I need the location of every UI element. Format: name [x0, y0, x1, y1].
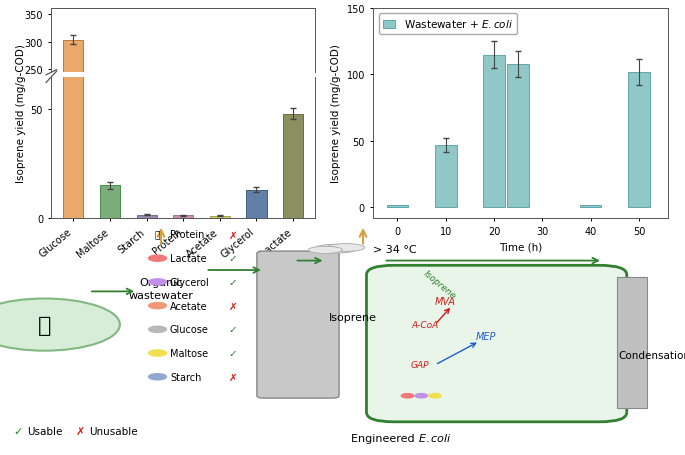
Y-axis label: Isoprene yield (mg/g-COD): Isoprene yield (mg/g-COD): [331, 45, 341, 183]
Text: Isoprene: Isoprene: [329, 313, 377, 323]
Text: Usable: Usable: [27, 426, 63, 436]
Circle shape: [429, 394, 441, 398]
Text: MVA: MVA: [435, 296, 456, 306]
Text: GAP: GAP: [411, 361, 429, 369]
Bar: [136, 215, 157, 218]
Bar: [508, 65, 529, 208]
Bar: [64, 41, 84, 209]
Bar: [210, 216, 230, 218]
Text: ✗: ✗: [229, 230, 237, 240]
Ellipse shape: [308, 247, 342, 254]
Bar: [247, 202, 266, 209]
Circle shape: [149, 350, 166, 356]
Legend: Wastewater + $\it{E. coli}$: Wastewater + $\it{E. coli}$: [379, 14, 516, 35]
Text: ✗: ✗: [229, 301, 237, 311]
Bar: [283, 115, 303, 218]
Text: > 34 °C: > 34 °C: [373, 244, 417, 254]
Circle shape: [149, 374, 166, 380]
Bar: [435, 146, 457, 208]
Text: ✓: ✓: [229, 277, 237, 287]
Circle shape: [0, 299, 120, 351]
Text: Glucose: Glucose: [170, 324, 209, 334]
Circle shape: [149, 303, 166, 309]
Bar: [483, 56, 505, 208]
Text: Maltose: Maltose: [170, 348, 208, 358]
Text: MEP: MEP: [476, 332, 497, 342]
Bar: [100, 201, 120, 209]
Text: Isoprene yield (mg/g-COD): Isoprene yield (mg/g-COD): [16, 45, 25, 183]
Circle shape: [149, 256, 166, 262]
Circle shape: [149, 327, 166, 333]
Bar: [64, 0, 84, 218]
Text: Engineered: Engineered: [351, 433, 418, 443]
Bar: [100, 186, 120, 218]
Bar: [628, 73, 650, 208]
Text: 🏭: 🏭: [38, 315, 51, 335]
Circle shape: [415, 394, 427, 398]
Bar: [283, 183, 303, 209]
Text: ✓: ✓: [14, 426, 23, 436]
Circle shape: [149, 279, 166, 285]
X-axis label: Time (h): Time (h): [499, 242, 543, 252]
Text: ✓: ✓: [229, 348, 237, 358]
Text: Condensation: Condensation: [618, 351, 685, 361]
Text: Starch: Starch: [170, 372, 201, 382]
Bar: [580, 206, 601, 208]
Bar: [136, 208, 157, 209]
Ellipse shape: [327, 244, 364, 252]
Text: 🌿: 🌿: [155, 231, 160, 239]
Bar: [247, 190, 266, 218]
Ellipse shape: [314, 245, 357, 253]
FancyBboxPatch shape: [366, 266, 627, 422]
Text: ✓: ✓: [229, 324, 237, 334]
Text: Protein: Protein: [170, 230, 204, 240]
Circle shape: [401, 394, 414, 398]
Text: Acetate: Acetate: [170, 301, 208, 311]
Text: ✗: ✗: [75, 426, 85, 436]
Bar: [173, 216, 193, 218]
Text: Glycerol: Glycerol: [170, 277, 210, 287]
Text: Organic
wastewater: Organic wastewater: [129, 278, 193, 301]
Text: A-CoA: A-CoA: [411, 320, 438, 329]
Text: ✓: ✓: [229, 253, 237, 263]
Text: Unusable: Unusable: [89, 426, 138, 436]
Bar: [616, 278, 647, 408]
Text: Lactate: Lactate: [170, 253, 206, 263]
Text: $\it{E. coli}$: $\it{E. coli}$: [418, 431, 451, 443]
FancyBboxPatch shape: [257, 252, 339, 398]
Text: ✗: ✗: [229, 372, 237, 382]
Text: Isoprene: Isoprene: [421, 268, 457, 301]
Bar: [386, 205, 408, 208]
